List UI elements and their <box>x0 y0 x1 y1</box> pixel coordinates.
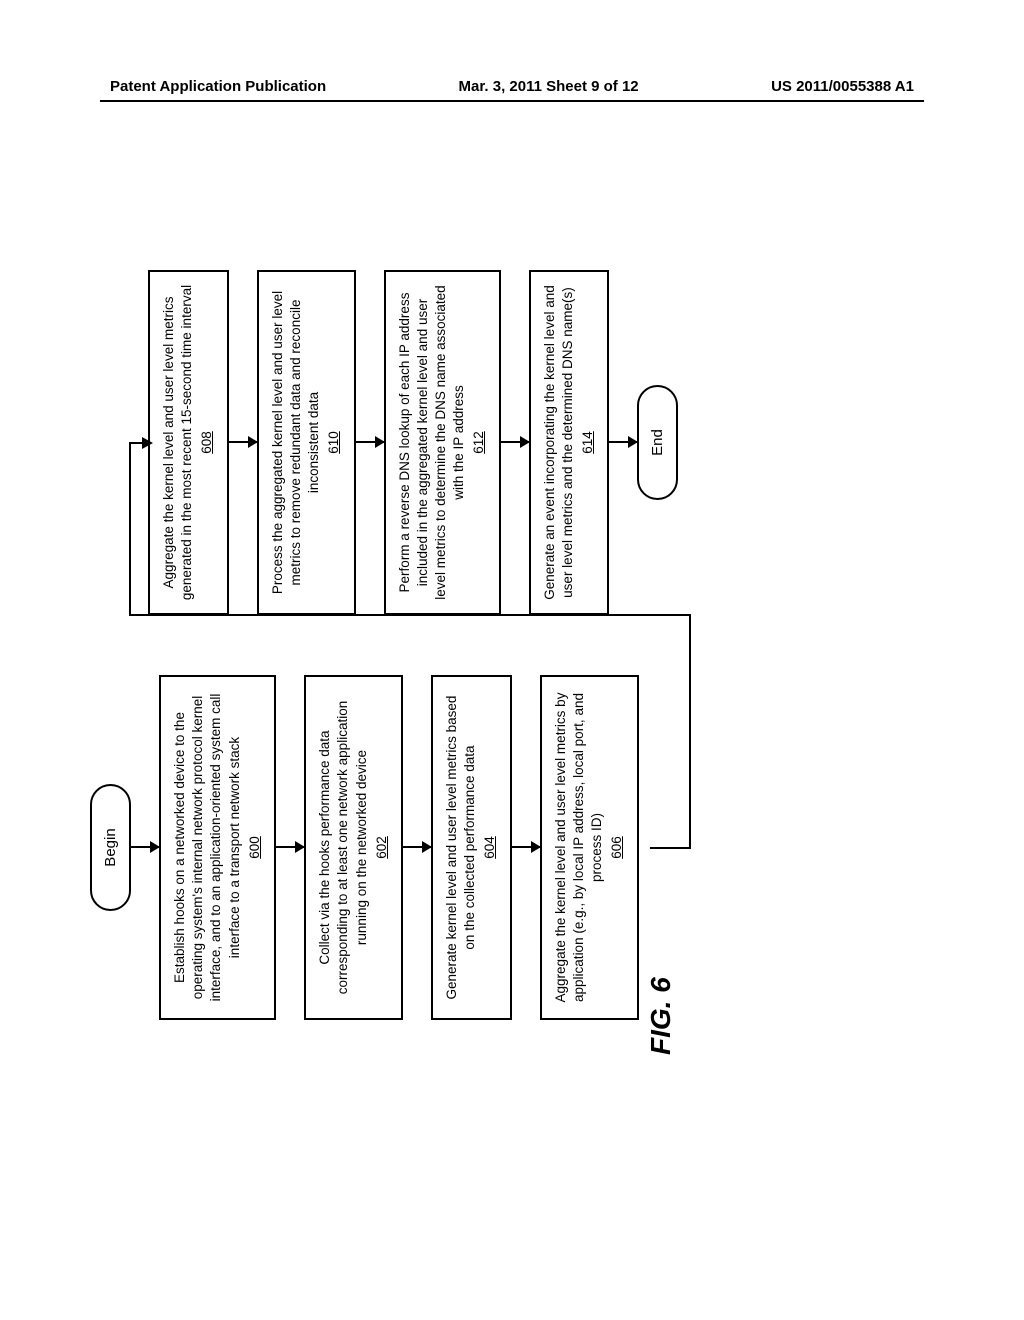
end-terminator: End <box>637 385 678 500</box>
step-text: Process the aggregated kernel level and … <box>270 291 321 594</box>
arrow-icon <box>131 847 159 849</box>
arrow-icon <box>609 442 637 444</box>
header-center: Mar. 3, 2011 Sheet 9 of 12 <box>459 78 639 95</box>
flow-left-column: Begin Establish hooks on a networked dev… <box>90 675 639 1020</box>
step-ref: 602 <box>373 689 391 1006</box>
step-text: Aggregate the kernel level and user leve… <box>161 285 194 600</box>
step-600: Establish hooks on a networked device to… <box>159 675 276 1020</box>
step-text: Collect via the hooks performance data c… <box>317 701 368 994</box>
header-rule <box>100 100 924 102</box>
step-ref: 600 <box>246 689 264 1006</box>
arrow-icon <box>501 442 529 444</box>
step-610: Process the aggregated kernel level and … <box>257 270 356 615</box>
step-ref: 610 <box>325 284 343 601</box>
step-text: Perform a reverse DNS lookup of each IP … <box>397 285 467 599</box>
step-606: Aggregate the kernel level and user leve… <box>540 675 639 1020</box>
arrow-icon <box>229 442 257 444</box>
flowchart: Begin Establish hooks on a networked dev… <box>90 270 960 1020</box>
arrow-icon <box>276 847 304 849</box>
step-614: Generate an event incorporating the kern… <box>529 270 610 615</box>
step-text: Generate an event incorporating the kern… <box>542 285 575 599</box>
step-text: Generate kernel level and user level met… <box>444 696 477 1000</box>
step-602: Collect via the hooks performance data c… <box>304 675 403 1020</box>
step-ref: 612 <box>470 284 488 601</box>
flow-right-column: Aggregate the kernel level and user leve… <box>148 270 678 615</box>
header-right: US 2011/0055388 A1 <box>771 78 914 95</box>
step-ref: 604 <box>481 689 499 1006</box>
page-header: Patent Application Publication Mar. 3, 2… <box>0 78 1024 95</box>
arrow-icon <box>356 442 384 444</box>
arrow-icon <box>403 847 431 849</box>
header-left: Patent Application Publication <box>110 78 326 95</box>
step-text: Establish hooks on a networked device to… <box>172 694 242 1002</box>
step-604: Generate kernel level and user level met… <box>431 675 512 1020</box>
step-608: Aggregate the kernel level and user leve… <box>148 270 229 615</box>
step-text: Aggregate the kernel level and user leve… <box>553 693 604 1003</box>
step-ref: 608 <box>198 284 216 601</box>
step-ref: 606 <box>608 689 626 1006</box>
step-ref: 614 <box>579 284 597 601</box>
figure-label: FIG. 6 <box>645 977 677 1055</box>
step-612: Perform a reverse DNS lookup of each IP … <box>384 270 501 615</box>
arrow-icon <box>512 847 540 849</box>
begin-terminator: Begin <box>90 784 131 910</box>
